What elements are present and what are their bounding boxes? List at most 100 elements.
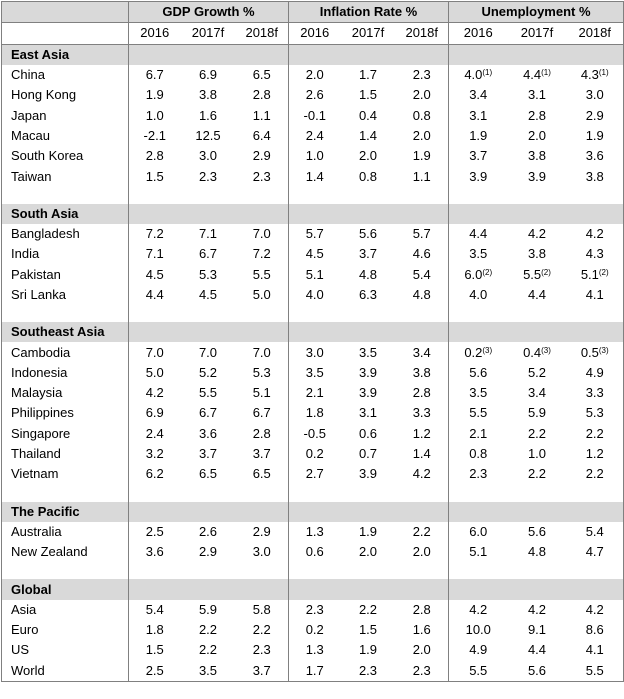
value-cell: 3.5 xyxy=(341,342,396,362)
cell-value: 3.4 xyxy=(469,87,488,103)
value-cell: -2.1 xyxy=(128,125,181,147)
cell-value: 5.1 xyxy=(305,266,324,282)
value-cell: 1.6 xyxy=(396,620,449,640)
cell-value: 3.7 xyxy=(252,446,271,462)
table-row: Asia 5.4 5.9 5.8 2.3 2.2 2.8 4.2 4.2 4.2 xyxy=(2,599,624,621)
value-cell: 7.1 xyxy=(181,224,236,244)
value-cell: 5.3 xyxy=(181,265,236,285)
cell-value: 3.8 xyxy=(585,168,604,184)
value-cell: 1.1 xyxy=(396,166,449,186)
country-name: Vietnam xyxy=(11,466,59,482)
cell-value: 5.1 xyxy=(469,544,488,560)
value-cell: 6.5 xyxy=(181,464,236,484)
cell-value: 5.6 xyxy=(358,226,378,242)
value-cell: 8.6 xyxy=(567,620,624,640)
value-cell: 6.7 xyxy=(181,403,236,423)
section-title: Southeast Asia xyxy=(1,322,129,343)
table-body: East Asia China 6.7 6.9 6.5 2.0 1.7 2.3 4.0(1) 4.… xyxy=(1,44,624,682)
cell-value: 2.0 xyxy=(412,642,431,658)
cell-value: 2.2 xyxy=(252,622,271,638)
country-name: US xyxy=(11,642,30,658)
cell-value: 2.5 xyxy=(145,523,164,539)
value-cell: 3.3 xyxy=(396,403,449,423)
cell-value: 2.8 xyxy=(412,385,431,401)
value-cell: 2.9 xyxy=(236,146,289,166)
country-name: Japan xyxy=(11,107,47,123)
value-cell: 1.3 xyxy=(288,521,341,543)
value-cell: 4.2 xyxy=(508,600,567,620)
value-cell: 4.4 xyxy=(128,284,181,306)
cell-value: 2.0 xyxy=(358,148,378,164)
value-cell: 0.4(3) xyxy=(508,342,567,362)
value-cell: 5.1 xyxy=(288,264,341,285)
cell-value: 1.8 xyxy=(145,622,164,638)
value-cell: 1.8 xyxy=(288,403,341,424)
cell-value: 2.9 xyxy=(198,544,218,560)
value-cell: 4.2 xyxy=(448,599,508,621)
value-cell: 3.5 xyxy=(181,661,236,682)
value-cell: 1.7 xyxy=(288,660,341,682)
value-cell: -0.5 xyxy=(288,423,341,444)
value-cell: 4.2 xyxy=(567,600,624,620)
value-cell: 2.8 xyxy=(128,146,181,167)
cell-value: 2.0 xyxy=(412,127,431,143)
value-cell: 2.0 xyxy=(288,64,341,86)
cell-value: 3.5 xyxy=(358,344,378,360)
value-cell: 4.9 xyxy=(448,640,508,661)
cell-value: 5.2 xyxy=(198,364,218,380)
cell-value: 2.2 xyxy=(527,425,547,441)
cell-value: 2.3 xyxy=(198,168,218,184)
cell-value: 5.7 xyxy=(305,226,324,242)
country-name: Philippines xyxy=(11,405,74,421)
cell-value: 12.5 xyxy=(195,127,221,143)
cell-value: 6.7 xyxy=(198,246,218,262)
cell-value: 3.0 xyxy=(585,87,604,103)
value-cell: 3.0 xyxy=(288,342,341,363)
value-cell: 5.6 xyxy=(341,224,396,244)
cell-value: 5.9 xyxy=(527,405,547,421)
value-cell: 5.1 xyxy=(236,383,289,403)
value-cell: 3.9 xyxy=(341,383,396,403)
value-cell: 5.6 xyxy=(508,522,567,542)
cell-value: 2.2 xyxy=(358,601,378,617)
cell-value: 3.6 xyxy=(198,425,218,441)
cell-value: 1.1 xyxy=(252,107,271,123)
value-cell: 5.6 xyxy=(508,661,567,682)
cell-value: -0.5 xyxy=(303,425,326,441)
value-cell: 3.1 xyxy=(508,85,567,105)
value-cell: 6.7 xyxy=(128,64,181,86)
value-cell: 2.2 xyxy=(236,620,289,640)
cell-value: 4.8 xyxy=(527,544,547,560)
value-cell: 1.3 xyxy=(288,640,341,661)
cell-value: 0.2 xyxy=(305,446,324,462)
cell-value: 2.2 xyxy=(527,466,547,482)
cell-value: 4.9 xyxy=(469,642,488,658)
footnote-marker: (2) xyxy=(482,267,493,277)
cell-value: 1.9 xyxy=(469,127,488,143)
footnote-marker: (2) xyxy=(598,267,609,277)
value-cell: 1.6 xyxy=(181,105,236,125)
table-row: Philippines 6.9 6.7 6.7 1.8 3.1 3.3 5.5 5.9 5.3 xyxy=(2,403,624,424)
cell-value: 6.4 xyxy=(252,127,271,143)
country-name: Indonesia xyxy=(11,364,68,380)
table-row: Bangladesh 7.2 7.1 7.0 5.7 5.6 5.7 4.4 4.2 4.2 xyxy=(2,223,624,245)
country-name: Asia xyxy=(11,601,37,617)
value-cell: 2.8 xyxy=(508,105,567,125)
cell-value: 6.7 xyxy=(145,67,164,83)
cell-value: 3.3 xyxy=(585,385,604,401)
cell-value: 4.4 xyxy=(527,642,547,658)
country-name: India xyxy=(11,246,40,262)
cell-value: 4.0 xyxy=(464,67,483,83)
value-cell: 4.5 xyxy=(288,244,341,265)
cell-value: 2.3 xyxy=(305,601,324,617)
value-cell: 3.7 xyxy=(181,444,236,464)
value-cell: 2.3 xyxy=(288,599,341,621)
value-cell: 3.7 xyxy=(448,146,508,167)
cell-value: 5.3 xyxy=(252,364,271,380)
cell-value: 5.3 xyxy=(198,266,218,282)
value-cell: 4.4 xyxy=(508,285,567,305)
cell-value: 5.4 xyxy=(145,601,164,617)
value-cell: 3.5 xyxy=(288,362,341,384)
value-cell: 0.2 xyxy=(288,620,341,641)
value-cell: 1.5 xyxy=(128,166,181,187)
